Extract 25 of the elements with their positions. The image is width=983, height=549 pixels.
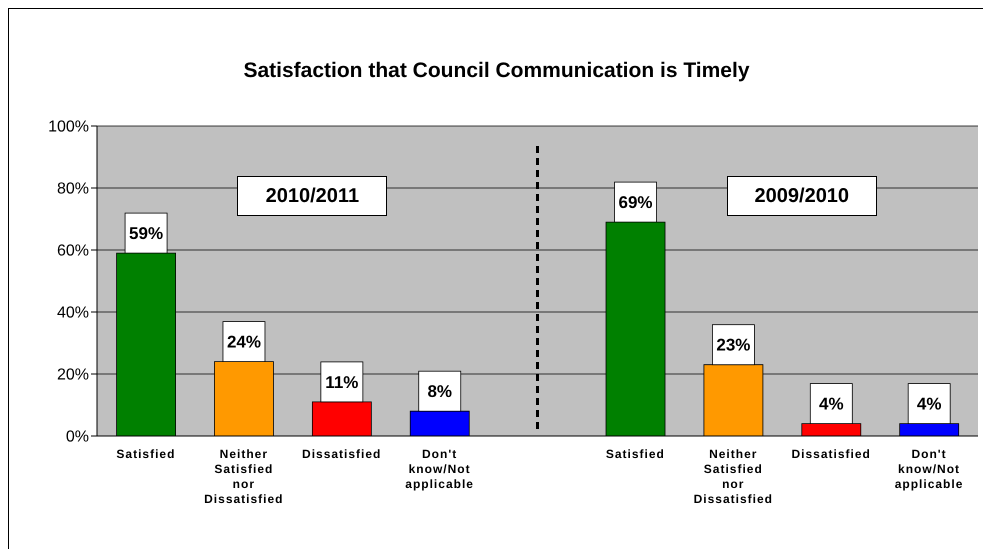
data-label: 23% [716, 336, 750, 355]
x-tick-label: Don't know/Not applicable [894, 447, 964, 491]
x-tick-label: Neither Satisfied nor Dissatisfied [204, 447, 284, 506]
data-label: 11% [325, 372, 358, 392]
y-tick-label: 100% [48, 118, 89, 136]
data-label: 4% [819, 394, 844, 414]
chart-title: Satisfaction that Council Communication is Timely [242, 59, 751, 83]
data-label: 4% [916, 394, 942, 414]
x-tick-label: Dissatisfied [302, 447, 382, 461]
x-tick-label: Neither Satisfied nor Dissatisfied [694, 447, 773, 506]
data-label: 8% [427, 382, 452, 402]
data-label: 69% [618, 193, 653, 212]
data-label: 59% [129, 224, 164, 244]
annotation: 2009/2010 [726, 176, 877, 216]
annotation: 2010/2011 [237, 176, 388, 216]
y-tick-label: 20% [56, 366, 89, 384]
x-tick-label: Dissatisfied [791, 447, 871, 461]
y-tick-label: 40% [56, 304, 89, 322]
y-tick-label: 80% [56, 180, 89, 198]
y-tick-label: 0% [66, 428, 89, 446]
x-tick-label: Don't know/Not applicable [405, 447, 474, 491]
y-tick-label: 60% [56, 242, 89, 260]
x-tick-label: Satisfied [606, 447, 665, 461]
data-label: 24% [226, 332, 261, 352]
x-tick-label: Satisfied [116, 447, 176, 461]
